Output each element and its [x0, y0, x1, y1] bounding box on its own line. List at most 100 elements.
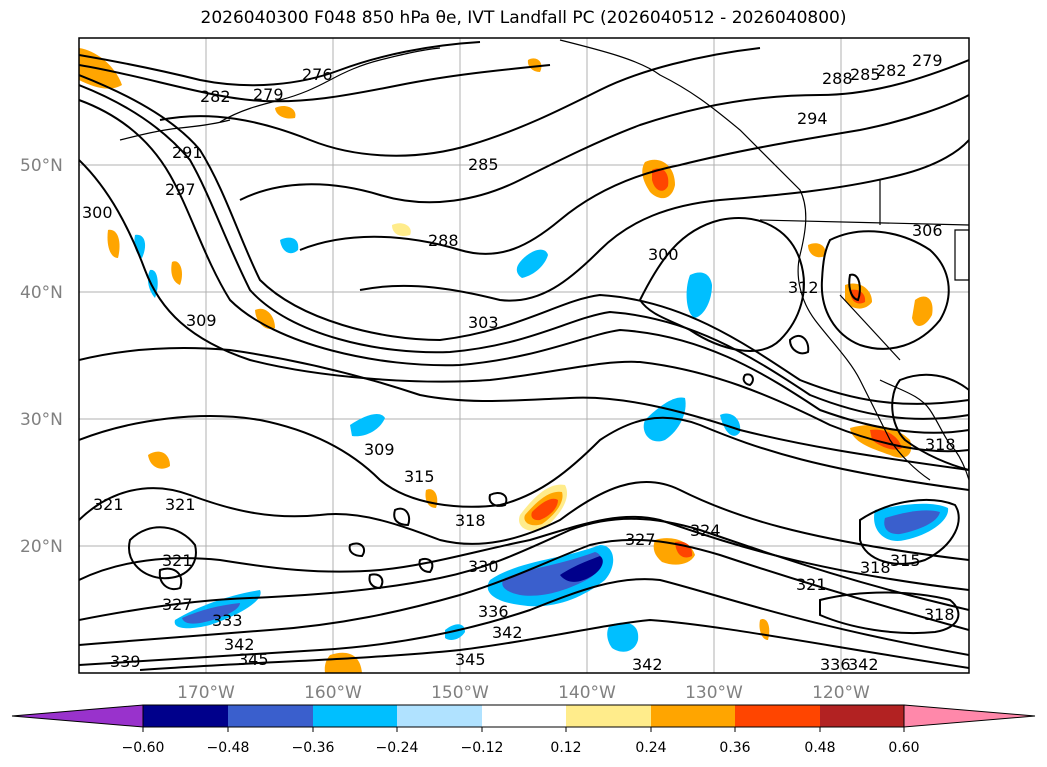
colorbar-swatch — [566, 705, 651, 727]
contour-label: 318 — [860, 558, 891, 577]
map-frame — [78, 37, 970, 674]
contour-label: 342 — [632, 655, 663, 674]
lat-label: 30°N — [20, 410, 63, 430]
pos-anomaly-patch — [171, 261, 183, 285]
contour-label: 318 — [925, 435, 956, 454]
theta-e-contours — [79, 41, 969, 671]
lon-label: 150°W — [431, 683, 489, 703]
contour-label: 276 — [302, 65, 333, 84]
neg-anomaly-patch — [560, 556, 603, 582]
colorbar-swatch — [143, 705, 228, 727]
pos-anomaly-patch — [759, 619, 770, 640]
contour-label: 345 — [238, 650, 269, 669]
colorbar-tick-label: 0.60 — [888, 740, 919, 756]
contour-label: 288 — [428, 231, 459, 250]
contour-label: 291 — [172, 143, 203, 162]
colorbar-tick-label: 0.48 — [804, 740, 835, 756]
colorbar-tick-label: −0.36 — [292, 740, 335, 756]
colorbar-tick-label: 0.36 — [719, 740, 750, 756]
neg-anomaly-patch — [350, 414, 385, 437]
colorbar-swatch — [735, 705, 820, 727]
neg-anomaly-patch — [884, 510, 940, 535]
colorbar-tick-label: −0.60 — [122, 740, 165, 756]
neg-anomaly-patch — [182, 603, 240, 624]
pos-anomaly-patch — [324, 652, 362, 673]
contour-label: 330 — [468, 557, 499, 576]
contour-label: 321 — [796, 575, 827, 594]
contour-label: 342 — [224, 635, 255, 654]
contour-label: 336 — [820, 655, 851, 674]
contour-label: 282 — [200, 87, 231, 106]
colorbar-swatch — [313, 705, 397, 727]
lat-label: 50°N — [20, 156, 63, 176]
contour-label: 312 — [788, 278, 819, 297]
contour-label: 342 — [848, 655, 879, 674]
pos-anomaly-patch — [107, 229, 120, 258]
colorbar: −0.60 −0.48 −0.36 −0.24 −0.12 0.12 0.24 … — [11, 704, 1036, 756]
contour-label: 288 — [822, 69, 853, 88]
colorbar-swatch — [820, 705, 904, 727]
contour-label: 327 — [625, 530, 656, 549]
contour-label: 342 — [492, 623, 523, 642]
contour-label: 318 — [924, 605, 955, 624]
contour-label: 294 — [797, 109, 828, 128]
pos-anomaly-patch — [392, 223, 411, 236]
colorbar-tick-label: −0.48 — [207, 740, 250, 756]
pos-anomaly-patch — [808, 243, 826, 258]
contour-label: 303 — [468, 313, 499, 332]
contour-label: 327 — [162, 595, 193, 614]
colorbar-tick-label: −0.24 — [376, 740, 419, 756]
colorbar-tick-label: 0.24 — [635, 740, 666, 756]
contour-label: 306 — [912, 221, 943, 240]
neg-anomaly-patch — [720, 413, 741, 436]
pos-anomaly-patch — [527, 58, 542, 72]
contour-label: 282 — [876, 61, 907, 80]
pos-anomaly-patch — [531, 498, 558, 521]
neg-anomaly-patch — [516, 249, 548, 278]
lon-labels: 170°W 160°W 150°W 140°W 130°W 120°W — [177, 683, 870, 703]
neg-anomaly-patch — [502, 552, 602, 596]
contour-label: 300 — [82, 203, 113, 222]
lon-label: 140°W — [558, 683, 616, 703]
lon-label: 170°W — [177, 683, 235, 703]
colorbar-tick-label: −0.12 — [461, 740, 504, 756]
contour-label: 297 — [165, 180, 196, 199]
contour-label: 321 — [93, 495, 124, 514]
pos-anomaly-patch — [425, 489, 438, 508]
lon-label: 130°W — [685, 683, 743, 703]
colorbar-outline — [142, 704, 905, 728]
contour-label: 315 — [404, 467, 435, 486]
pos-anomaly-patch — [850, 289, 866, 304]
contour-label: 279 — [253, 85, 284, 104]
neg-anomaly-patch — [280, 237, 299, 254]
neg-anomaly-patch — [686, 272, 712, 318]
lat-label: 40°N — [20, 283, 63, 303]
contour-label: 309 — [186, 311, 217, 330]
contour-label: 285 — [468, 155, 499, 174]
colorbar-extend-high — [903, 704, 1036, 728]
lat-labels: 50°N 40°N 30°N 20°N — [20, 156, 63, 557]
colorbar-swatch — [651, 705, 735, 727]
contour-label: 309 — [364, 440, 395, 459]
neg-anomaly-patch — [607, 622, 639, 652]
pos-anomaly-patch — [148, 451, 170, 469]
pos-anomaly-patch — [652, 168, 669, 191]
lon-label: 120°W — [812, 683, 870, 703]
map-title: 2026040300 F048 850 hPa θe, IVT Landfall… — [200, 8, 847, 28]
contour-label: 345 — [455, 650, 486, 669]
colorbar-swatch — [228, 705, 313, 727]
contour-label: 300 — [648, 245, 679, 264]
contour-label: 285 — [850, 65, 881, 84]
colorbar-extend-low — [11, 704, 144, 728]
pos-anomaly-patch — [255, 308, 275, 330]
colorbar-swatch — [397, 705, 482, 727]
lon-label: 160°W — [304, 683, 362, 703]
contour-label: 315 — [890, 551, 921, 570]
contour-label: 333 — [212, 611, 243, 630]
contour-label: 339 — [110, 652, 141, 671]
contour-label: 336 — [478, 602, 509, 621]
contour-label: 279 — [912, 51, 943, 70]
colorbar-tick-label: 0.12 — [550, 740, 581, 756]
neg-anomaly-patch — [445, 624, 465, 640]
pos-anomaly-patch — [275, 106, 296, 119]
